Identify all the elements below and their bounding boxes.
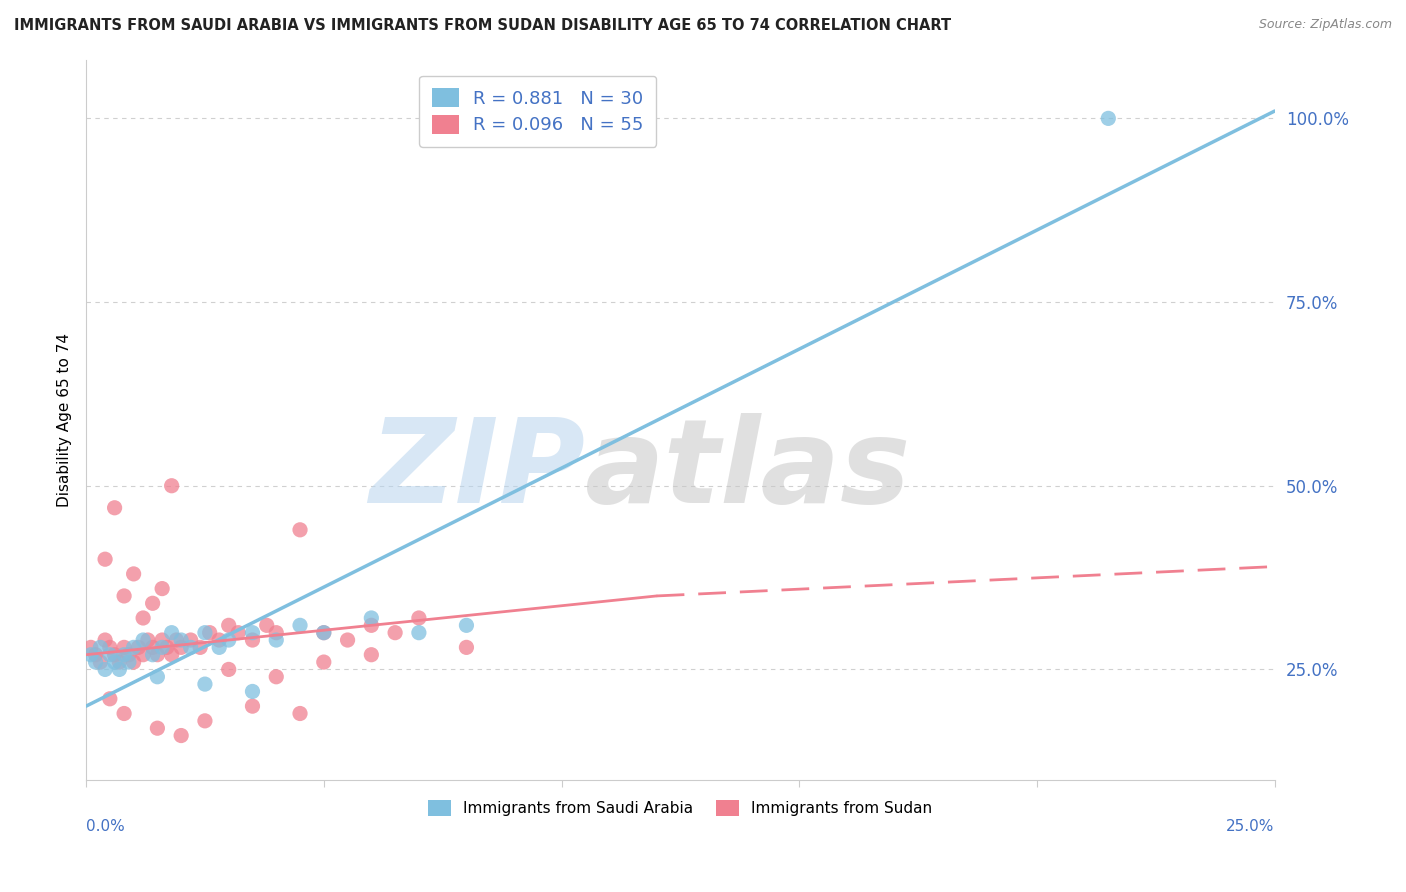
Point [242, 633, 264, 648]
Point [408, 625, 430, 640]
Point [132, 611, 155, 625]
Point [112, 589, 135, 603]
Point [150, 582, 173, 596]
Point [288, 523, 311, 537]
Point [264, 625, 287, 640]
Point [264, 633, 287, 648]
Point [150, 633, 173, 648]
Point [218, 633, 240, 648]
Point [142, 640, 165, 655]
Legend: Immigrants from Saudi Arabia, Immigrants from Sudan: Immigrants from Saudi Arabia, Immigrants… [422, 794, 939, 822]
Point [146, 648, 169, 662]
Point [132, 633, 155, 648]
Point [288, 618, 311, 632]
Point [256, 618, 278, 632]
Point [142, 596, 165, 610]
Point [384, 625, 406, 640]
Point [146, 721, 169, 735]
Point [208, 640, 231, 655]
Point [104, 500, 127, 515]
Point [112, 648, 135, 662]
Point [208, 633, 231, 648]
Point [312, 625, 335, 640]
Point [312, 625, 335, 640]
Point [98, 640, 121, 655]
Text: atlas: atlas [585, 412, 911, 527]
Point [242, 699, 264, 714]
Point [104, 648, 127, 662]
Point [108, 662, 131, 676]
Point [170, 640, 193, 655]
Point [132, 648, 155, 662]
Point [160, 625, 183, 640]
Point [456, 618, 478, 632]
Point [288, 706, 311, 721]
Point [180, 640, 202, 655]
Point [108, 655, 131, 669]
Point [194, 714, 217, 728]
Point [98, 691, 121, 706]
Point [456, 640, 478, 655]
Point [408, 611, 430, 625]
Text: 25.0%: 25.0% [1226, 819, 1275, 834]
Point [98, 648, 121, 662]
Point [94, 633, 117, 648]
Point [89, 640, 111, 655]
Point [194, 625, 217, 640]
Point [180, 633, 202, 648]
Point [112, 706, 135, 721]
Point [118, 655, 141, 669]
Text: 0.0%: 0.0% [86, 819, 125, 834]
Point [226, 625, 249, 640]
Point [122, 566, 145, 581]
Point [242, 684, 264, 698]
Text: Source: ZipAtlas.com: Source: ZipAtlas.com [1258, 18, 1392, 31]
Point [336, 633, 359, 648]
Point [242, 625, 264, 640]
Point [360, 618, 382, 632]
Point [89, 655, 111, 669]
Point [1097, 112, 1119, 126]
Point [150, 640, 173, 655]
Point [156, 640, 179, 655]
Point [194, 677, 217, 691]
Point [142, 648, 165, 662]
Point [264, 670, 287, 684]
Point [122, 640, 145, 655]
Point [84, 655, 107, 669]
Point [170, 729, 193, 743]
Point [80, 648, 103, 662]
Point [165, 633, 187, 648]
Text: ZIP: ZIP [370, 412, 585, 527]
Point [160, 479, 183, 493]
Point [360, 648, 382, 662]
Point [84, 648, 107, 662]
Point [146, 670, 169, 684]
Point [170, 633, 193, 648]
Text: IMMIGRANTS FROM SAUDI ARABIA VS IMMIGRANTS FROM SUDAN DISABILITY AGE 65 TO 74 CO: IMMIGRANTS FROM SAUDI ARABIA VS IMMIGRAN… [14, 18, 952, 33]
Point [136, 633, 159, 648]
Point [94, 552, 117, 566]
Point [188, 640, 211, 655]
Point [118, 648, 141, 662]
Y-axis label: Disability Age 65 to 74: Disability Age 65 to 74 [58, 333, 72, 507]
Point [360, 611, 382, 625]
Point [80, 640, 103, 655]
Point [312, 655, 335, 669]
Point [112, 640, 135, 655]
Point [127, 640, 149, 655]
Point [160, 648, 183, 662]
Point [122, 655, 145, 669]
Point [104, 655, 127, 669]
Point [218, 618, 240, 632]
Point [94, 662, 117, 676]
Point [218, 662, 240, 676]
Point [198, 625, 221, 640]
